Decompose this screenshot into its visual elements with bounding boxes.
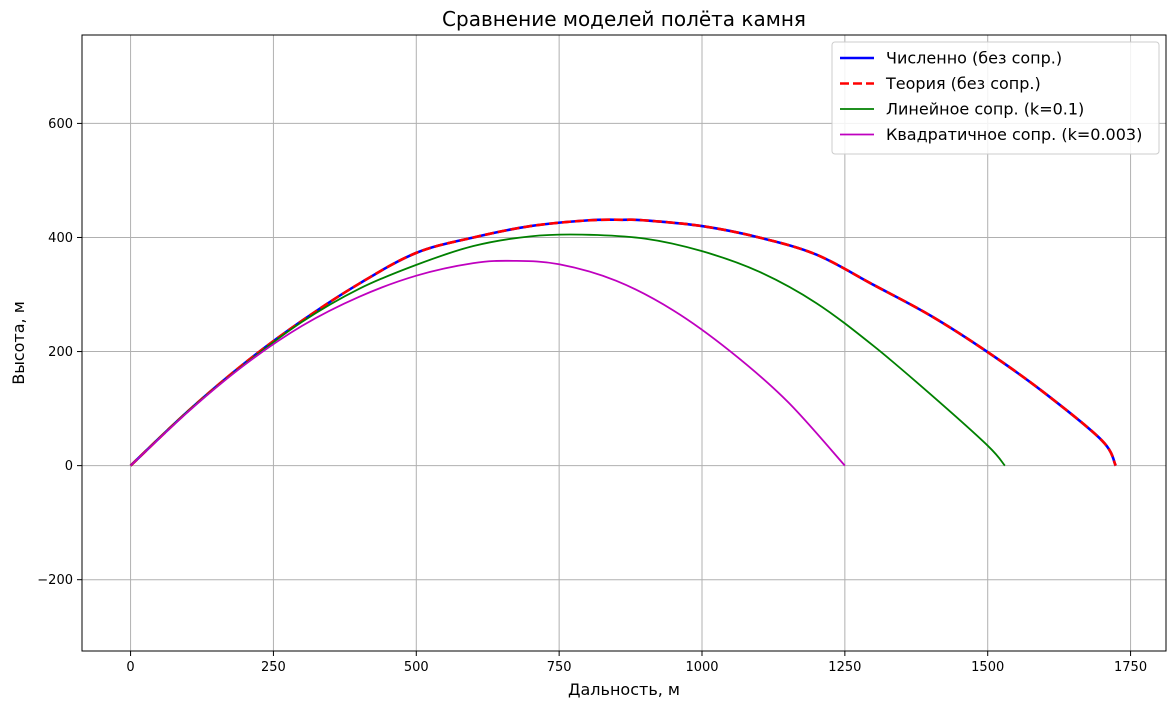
plot-frame: [81, 34, 1167, 652]
y-tick-label: −200: [37, 573, 73, 588]
x-tick-label: 750: [547, 660, 572, 675]
y-tick-label: 600: [48, 117, 73, 132]
x-tick-label: 1250: [828, 660, 861, 675]
ticks: 0 250 500 750 1000 1250 1500 1750 −200 0 200 400 600: [37, 117, 1147, 675]
chart-title: Сравнение моделей полёта камня: [442, 7, 806, 31]
y-axis-title: Высота, м: [9, 301, 28, 385]
legend-label-4: Квадратичное сопр. (k=0.003): [886, 125, 1142, 144]
legend-box: [831, 41, 1160, 155]
legend-label-1: Численно (без сопр.): [886, 49, 1062, 68]
y-tick-label: 0: [65, 459, 73, 474]
x-tick-label: 0: [126, 660, 134, 675]
series-line-3: [129, 233, 1006, 467]
series-line-2: [129, 218, 1117, 467]
legend: Численно (без сопр.) Теория (без сопр.) Ли…: [831, 41, 1160, 155]
legend-label-3: Линейное сопр. (k=0.1): [886, 100, 1084, 119]
series-layer: [129, 218, 1117, 467]
legend-label-2: Теория (без сопр.): [885, 74, 1041, 93]
x-tick-label: 500: [404, 660, 429, 675]
y-tick-label: 200: [48, 345, 73, 360]
x-tick-label: 1000: [685, 660, 718, 675]
series-line-1: [129, 218, 1117, 467]
x-tick-label: 1750: [1114, 660, 1147, 675]
y-tick-label: 400: [48, 231, 73, 246]
x-axis-title: Дальность, м: [568, 680, 680, 699]
series-line-4: [129, 259, 846, 467]
x-tick-label: 250: [261, 660, 286, 675]
x-tick-label: 1500: [971, 660, 1004, 675]
